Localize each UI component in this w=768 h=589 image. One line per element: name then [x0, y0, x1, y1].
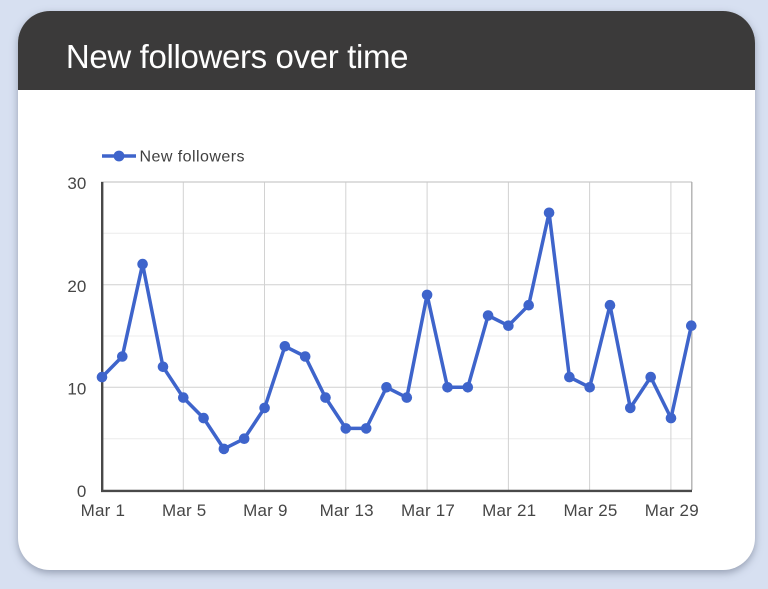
svg-text:30: 30 — [67, 174, 86, 193]
svg-text:10: 10 — [67, 380, 86, 399]
svg-text:Mar 25: Mar 25 — [563, 501, 617, 520]
svg-text:0: 0 — [77, 482, 86, 501]
svg-text:Mar 5: Mar 5 — [162, 501, 206, 520]
svg-text:Mar 17: Mar 17 — [401, 501, 455, 520]
svg-text:Mar 1: Mar 1 — [81, 501, 125, 520]
svg-text:20: 20 — [67, 277, 86, 296]
svg-text:New followers: New followers — [140, 149, 245, 166]
svg-text:Mar 21: Mar 21 — [482, 501, 536, 520]
svg-text:Mar 29: Mar 29 — [645, 501, 699, 520]
svg-text:Mar 13: Mar 13 — [320, 501, 374, 520]
svg-text:Mar 9: Mar 9 — [243, 501, 287, 520]
